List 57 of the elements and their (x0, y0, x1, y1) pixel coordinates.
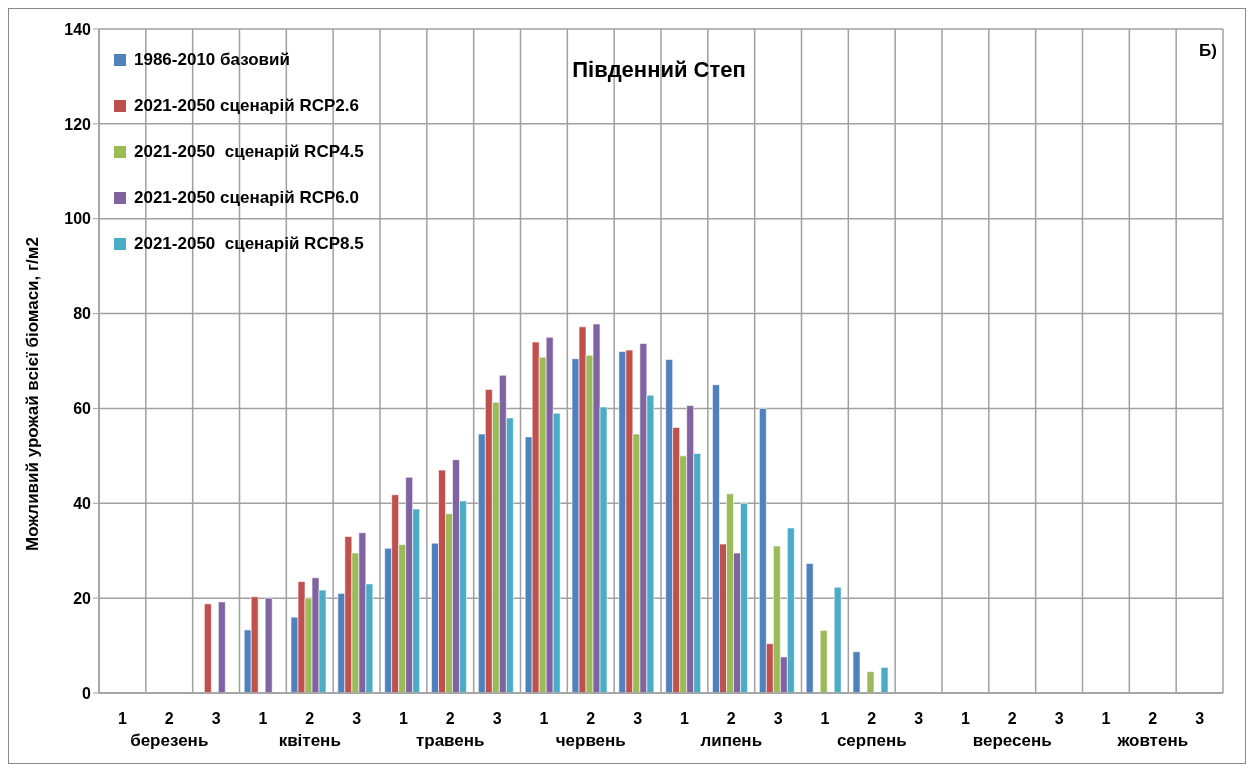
x-tick-label: 2 (1148, 710, 1158, 728)
x-tick-label: 1 (258, 710, 268, 728)
y-axis-title: Можливий урожай всієї біомаси, г/м2 (23, 237, 43, 551)
bar (866, 671, 875, 693)
text: червень (554, 731, 627, 751)
x-tick-label: 2 (445, 710, 455, 728)
x-tick-label: 3 (352, 710, 362, 728)
text: жовтень (1116, 731, 1190, 751)
text: травень (414, 731, 486, 751)
x-tick-label: 2 (726, 710, 736, 728)
x-tick-label: 3 (1054, 710, 1064, 728)
x-tick-label: 3 (492, 710, 502, 728)
bar (264, 597, 273, 693)
x-tick-label: 2 (586, 710, 596, 728)
legend-label: 2021-2050 сценарій RCP6.0 (134, 188, 359, 208)
x-tick-label: 1 (398, 710, 408, 728)
x-tick-label: 3 (211, 710, 221, 728)
y-tick-label: 100 (64, 210, 92, 228)
y-tick-label: 120 (64, 115, 92, 133)
x-tick-label: 1 (820, 710, 830, 728)
text: Південний Степ (571, 57, 747, 83)
legend-label: 1986-2010 базовий (134, 50, 290, 70)
x-tick-label: 3 (633, 710, 643, 728)
text: квітень (277, 731, 342, 751)
y-tick-label: 60 (73, 400, 92, 418)
annotation: Б) (1199, 41, 1217, 61)
legend-label: 2021-2050 сценарій RCP2.6 (134, 96, 359, 116)
bar (204, 603, 212, 693)
bar (852, 651, 861, 693)
x-tick-label: 1 (117, 710, 127, 728)
x-tick-label: 2 (1007, 710, 1017, 728)
text: вересень (971, 731, 1053, 751)
text: липень (699, 731, 764, 751)
x-tick-label: 2 (305, 710, 315, 728)
bar (880, 667, 889, 693)
text: березень (129, 731, 210, 751)
bar (819, 630, 828, 693)
bar (833, 586, 842, 693)
x-tick-label: 1 (1101, 710, 1111, 728)
y-tick-label: 140 (64, 20, 92, 38)
legend-label: 2021-2050 сценарій RCP4.5 (134, 142, 364, 162)
x-tick-label: 3 (1195, 710, 1205, 728)
y-tick-label: 0 (82, 684, 92, 702)
y-tick-label: 80 (73, 305, 92, 323)
x-tick-label: 2 (867, 710, 877, 728)
bar (805, 563, 814, 693)
x-tick-label: 1 (539, 710, 549, 728)
legend-label: 2021-2050 сценарій RCP8.5 (134, 234, 364, 254)
y-tick-label: 40 (73, 494, 92, 512)
y-tick-label: 20 (73, 589, 92, 607)
x-tick-label: 1 (679, 710, 689, 728)
x-tick-label: 3 (773, 710, 783, 728)
bar (218, 601, 226, 693)
x-tick-label: 3 (914, 710, 924, 728)
x-tick-label: 2 (164, 710, 174, 728)
text: серпень (835, 731, 908, 751)
x-tick-label: 1 (960, 710, 970, 728)
